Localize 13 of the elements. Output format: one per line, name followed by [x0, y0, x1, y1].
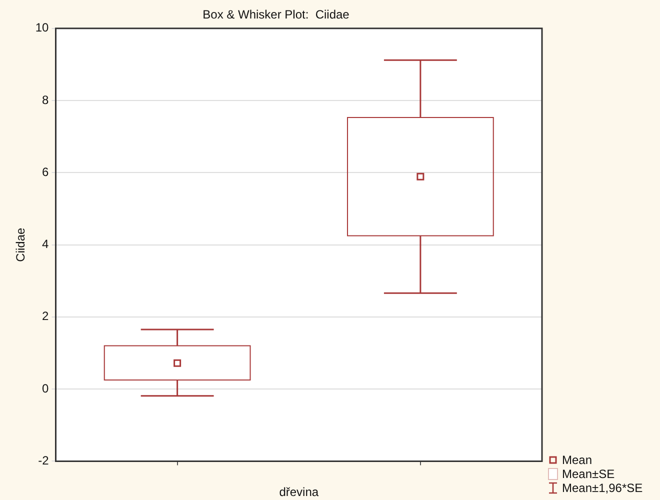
y-tick-label: 8	[42, 92, 50, 107]
text: Mean±SE	[562, 467, 615, 482]
y-tick-label: -2	[38, 454, 50, 468]
y-tick-label: 10	[35, 20, 50, 35]
y-axis-title: Ciidae	[14, 227, 28, 262]
y-tick-label: 2	[42, 309, 50, 324]
text: Mean±1,96*SE	[562, 481, 643, 496]
y-tick-label: 6	[42, 164, 50, 179]
text: Mean	[562, 453, 592, 468]
y-tick-label: 4	[42, 237, 50, 252]
x-axis-title: dřevina	[279, 485, 319, 500]
chart-title: Box & Whisker Plot: Ciidae	[202, 8, 350, 22]
y-tick-label: 0	[42, 381, 50, 396]
